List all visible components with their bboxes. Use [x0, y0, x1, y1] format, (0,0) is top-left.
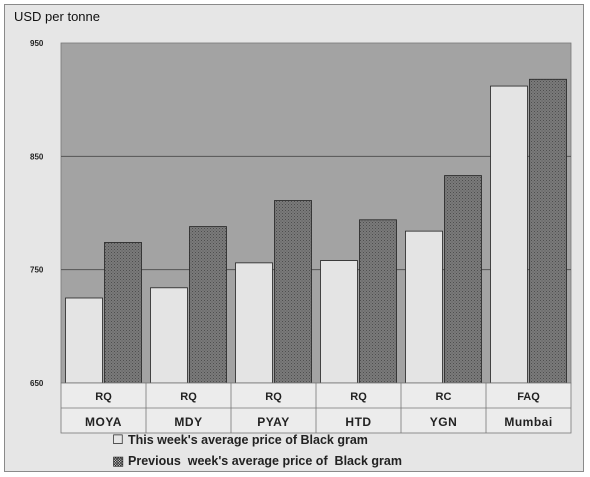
bar-this-week [320, 260, 358, 384]
bar-this-week [65, 297, 103, 384]
category-grade-label: RQ [95, 391, 112, 403]
category-market-label: HTD [345, 415, 371, 429]
bars [65, 78, 567, 384]
category-market-label: Mumbai [504, 415, 552, 429]
legend-this-week-label: This week's average price of Black gram [128, 433, 368, 447]
category-market-label: MDY [174, 415, 202, 429]
legend-previous-week-marker: ▩ [112, 453, 124, 468]
category-market-label: PYAY [257, 415, 289, 429]
y-axis-title: USD per tonne [14, 9, 100, 24]
y-tick-label: 950 [30, 39, 44, 48]
category-market-label: YGN [430, 415, 458, 429]
category-grade-label: RQ [350, 391, 367, 403]
y-tick-label: 850 [30, 152, 44, 161]
bar-previous-week [104, 242, 142, 384]
legend-previous-week-label: Previous week's average price of Black g… [128, 454, 402, 468]
category-grade-label: RC [436, 391, 452, 403]
bar-previous-week [529, 78, 567, 384]
legend: ☐ This week's average price of Black gra… [112, 432, 402, 468]
category-grade-label: FAQ [517, 391, 540, 403]
plot-area [60, 42, 572, 384]
category-labels: RQ MOYA RQ MDY RQ PYAY RQ HTD RC YGN FAQ Mumbai [85, 383, 552, 433]
category-grade-label: RQ [180, 391, 197, 403]
bar-this-week [490, 85, 528, 384]
bar-previous-week [274, 200, 312, 384]
y-tick-label: 650 [30, 379, 44, 388]
bar-previous-week [359, 219, 397, 384]
gridlines [61, 155, 571, 271]
y-tick-label: 750 [30, 266, 44, 275]
bar-previous-week [444, 175, 482, 384]
category-grade-label: RQ [265, 391, 282, 403]
bar-this-week [405, 230, 443, 384]
bar-this-week [235, 262, 273, 384]
y-axis-ticks: 650 750 850 950 [30, 39, 44, 388]
category-market-label: MOYA [85, 415, 122, 429]
bar-previous-week [189, 226, 227, 384]
bar-this-week [150, 287, 188, 384]
legend-this-week-marker: ☐ [112, 432, 124, 447]
